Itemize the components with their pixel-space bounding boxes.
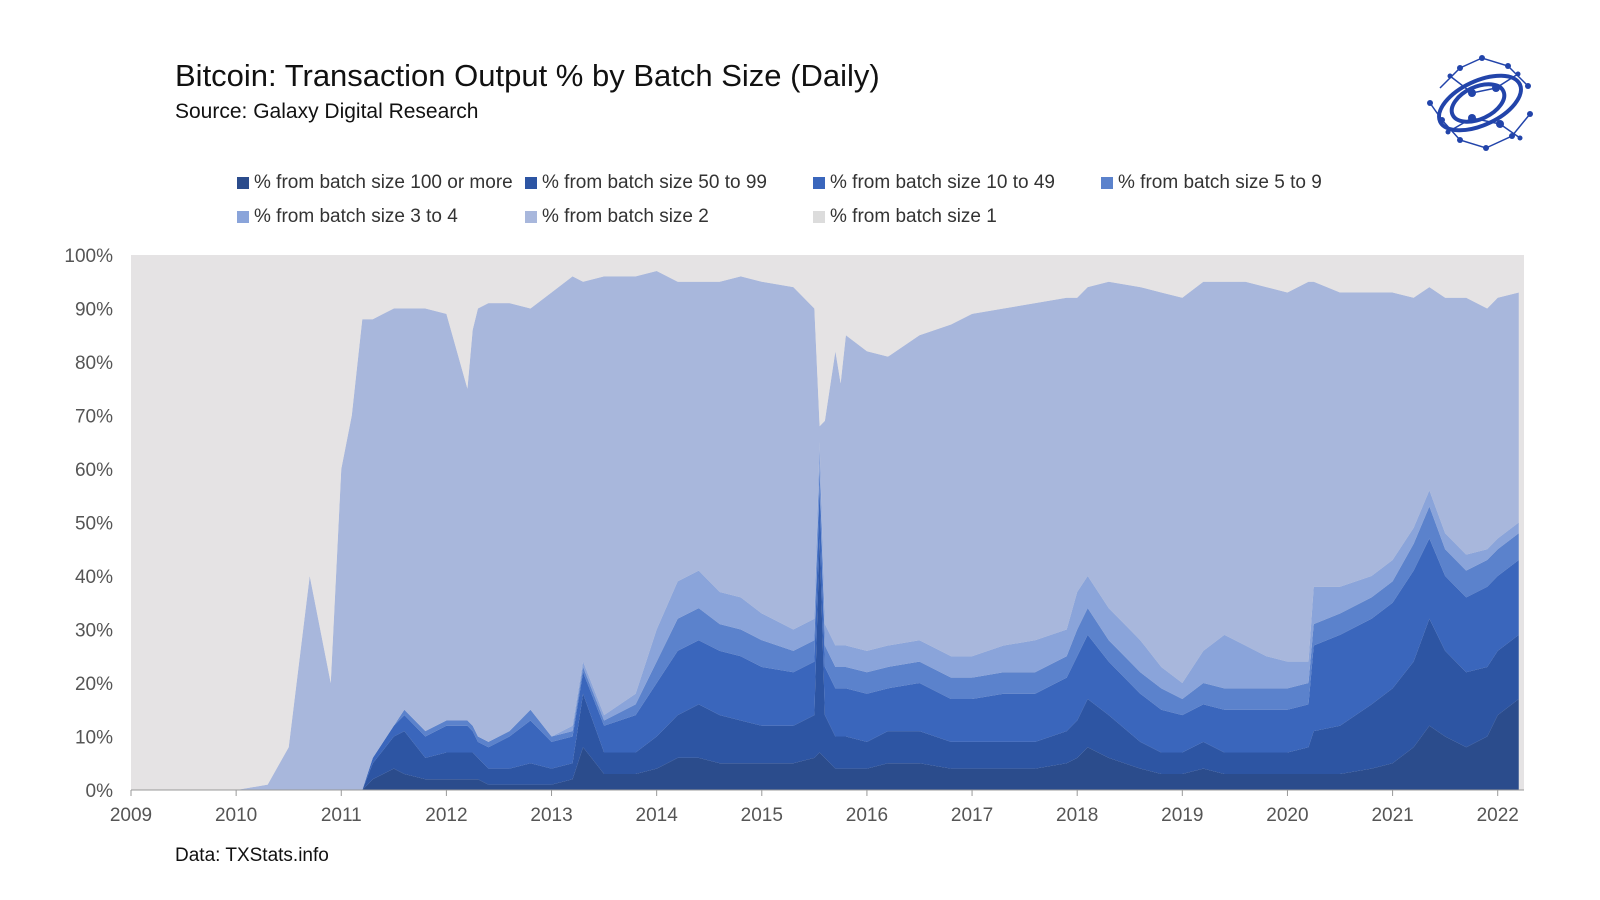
y-tick-label: 40%: [75, 567, 113, 588]
legend-swatch: [813, 177, 825, 189]
legend-label: % from batch size 50 to 99: [542, 172, 767, 193]
y-tick-label: 100%: [64, 246, 113, 267]
x-tick-label: 2021: [1371, 805, 1413, 826]
logo-network: [1429, 57, 1531, 149]
series-area-6: [131, 271, 1519, 790]
x-tick-label: 2018: [1056, 805, 1098, 826]
y-tick-label: 80%: [75, 353, 113, 374]
legend-label: % from batch size 2: [542, 206, 709, 227]
y-tick-label: 60%: [75, 460, 113, 481]
series-area-7: [131, 255, 1519, 790]
series-area-3: [131, 485, 1519, 790]
series-area-1: [131, 699, 1519, 790]
legend-item: % from batch size 100 or more: [237, 172, 513, 194]
legend-item: % from batch size 2: [525, 206, 709, 228]
legend-swatch: [525, 177, 537, 189]
x-tick-label: 2009: [110, 805, 152, 826]
galaxy-logo-icon: [1427, 55, 1533, 151]
legend-item: % from batch size 1: [813, 206, 997, 228]
x-tick-label: 2013: [530, 805, 572, 826]
legend-swatch: [237, 177, 249, 189]
legend-item: % from batch size 5 to 9: [1101, 172, 1322, 194]
x-tick-label: 2020: [1266, 805, 1308, 826]
legend-label: % from batch size 10 to 49: [830, 172, 1055, 193]
series-area-4: [131, 463, 1519, 790]
legend-swatch: [813, 211, 825, 223]
x-tick-label: 2017: [951, 805, 993, 826]
legend-swatch: [525, 211, 537, 223]
y-tick-label: 10%: [75, 728, 113, 749]
legend-label: % from batch size 3 to 4: [254, 206, 458, 227]
x-tick-label: 2022: [1477, 805, 1519, 826]
y-tick-label: 90%: [75, 300, 113, 321]
x-tick-label: 2012: [425, 805, 467, 826]
series-area-2: [131, 538, 1519, 790]
x-tick-label: 2011: [321, 805, 362, 826]
y-tick-label: 50%: [75, 514, 113, 535]
y-tick-label: 0%: [86, 781, 114, 802]
chart-subtitle: Source: Galaxy Digital Research: [175, 100, 479, 123]
x-tick-label: 2010: [215, 805, 257, 826]
x-tick-label: 2019: [1161, 805, 1203, 826]
legend-label: % from batch size 5 to 9: [1118, 172, 1322, 193]
legend-item: % from batch size 50 to 99: [525, 172, 767, 194]
legend-swatch: [237, 211, 249, 223]
y-tick-label: 30%: [75, 621, 113, 642]
legend-label: % from batch size 100 or more: [254, 172, 513, 193]
legend-swatch: [1101, 177, 1113, 189]
y-tick-label: 70%: [75, 407, 113, 428]
x-tick-label: 2014: [636, 805, 679, 826]
chart-title: Bitcoin: Transaction Output % by Batch S…: [175, 58, 880, 93]
legend-item: % from batch size 3 to 4: [237, 206, 458, 228]
legend-label: % from batch size 1: [830, 206, 997, 227]
data-source-footer: Data: TXStats.info: [175, 845, 329, 866]
x-tick-label: 2016: [846, 805, 888, 826]
x-tick-label: 2015: [741, 805, 783, 826]
y-tick-label: 20%: [75, 674, 113, 695]
legend-item: % from batch size 10 to 49: [813, 172, 1055, 194]
